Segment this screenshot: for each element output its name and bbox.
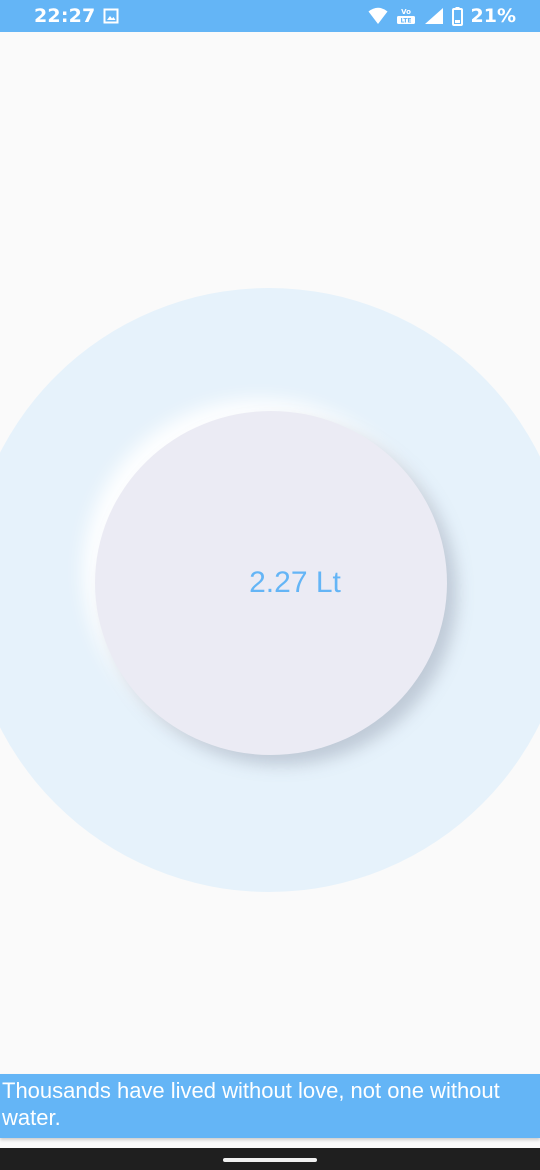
status-bar-right: Vo LTE 21% — [368, 5, 516, 27]
water-volume-label: 2.27 Lt — [249, 566, 341, 599]
volte-lte-icon: Vo LTE — [396, 7, 416, 25]
battery-percent: 21% — [470, 5, 516, 27]
wifi-icon — [368, 7, 388, 25]
status-time: 22:27 — [34, 5, 96, 27]
navigation-bar — [0, 1148, 540, 1170]
quote-banner: Thousands have lived without love, not o… — [0, 1074, 540, 1138]
battery-icon — [451, 6, 463, 26]
status-bar-left: 22:27 — [34, 5, 119, 27]
cell-signal-icon — [424, 7, 444, 25]
status-bar: 22:27 Vo LTE — [0, 0, 540, 32]
gallery-notification-icon — [103, 8, 119, 24]
water-intake-circle[interactable]: 2.27 Lt — [95, 411, 447, 755]
volte-label: Vo — [401, 8, 411, 16]
home-gesture-handle[interactable] — [223, 1158, 317, 1162]
quote-text: Thousands have lived without love, not o… — [2, 1078, 500, 1130]
lte-label: LTE — [400, 18, 411, 25]
